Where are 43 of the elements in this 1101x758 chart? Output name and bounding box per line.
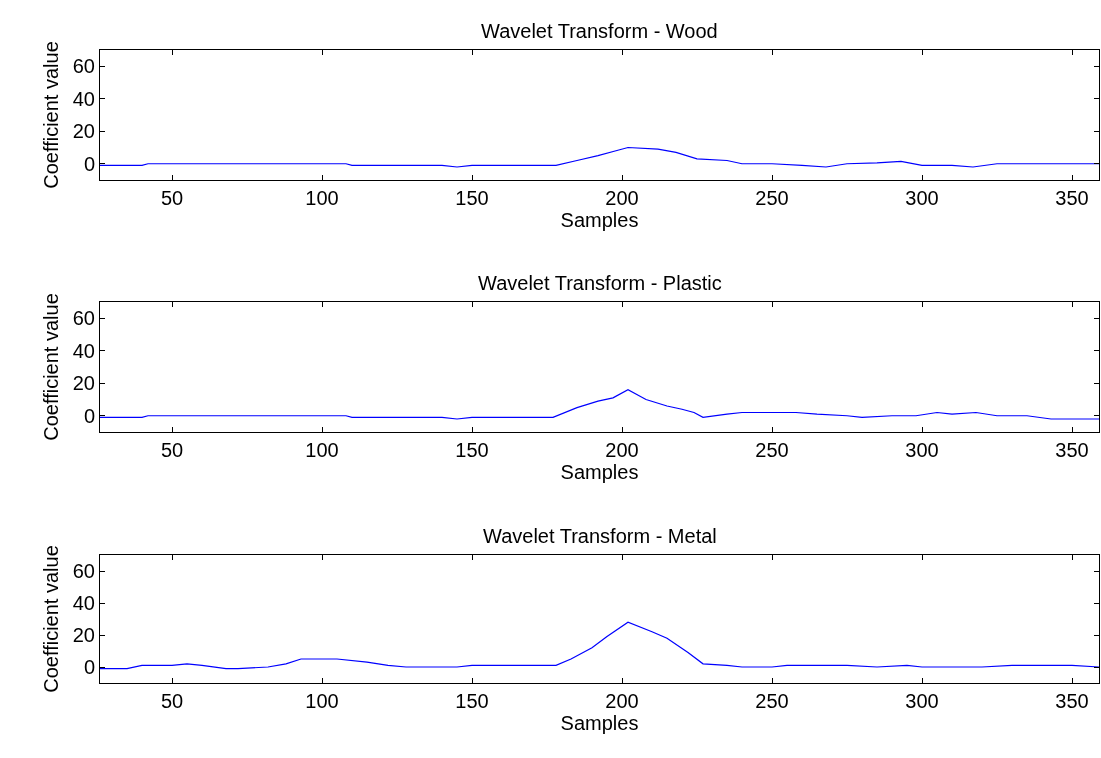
y-tick-label: 40 bbox=[72, 339, 95, 362]
x-tick-label: 250 bbox=[755, 690, 789, 712]
x-tick-label: 350 bbox=[1055, 187, 1089, 209]
x-tick-label: 50 bbox=[160, 187, 184, 209]
y-tick-label: 40 bbox=[72, 87, 95, 110]
x-tick-label: 150 bbox=[455, 187, 489, 209]
x-tick-label: 200 bbox=[605, 439, 639, 461]
x-tick-label: 250 bbox=[755, 187, 789, 209]
x-tick-label: 150 bbox=[455, 690, 489, 712]
y-tick-label: 0 bbox=[83, 656, 95, 678]
x-axis-title: Samples bbox=[560, 712, 639, 734]
x-tick-label: 300 bbox=[905, 187, 939, 209]
y-tick-label: 60 bbox=[72, 307, 95, 330]
x-axis-title: Samples bbox=[560, 461, 639, 483]
x-tick-label: 200 bbox=[605, 187, 639, 209]
x-tick-label: 350 bbox=[1055, 439, 1089, 461]
y-tick-label: 0 bbox=[83, 152, 95, 175]
y-axis-title: Coefficient value bbox=[40, 545, 63, 693]
x-tick-label: 100 bbox=[305, 187, 339, 209]
y-axis-title: Coefficient value bbox=[40, 293, 63, 441]
x-tick-label: 300 bbox=[905, 439, 939, 461]
x-tick-label: 350 bbox=[1055, 690, 1089, 712]
x-tick-label: 50 bbox=[160, 690, 184, 712]
x-tick-label: 100 bbox=[305, 439, 339, 461]
x-axis-title: Samples bbox=[560, 209, 639, 231]
x-tick-label: 150 bbox=[455, 439, 489, 461]
x-tick-label: 100 bbox=[305, 690, 339, 712]
y-tick-label: 60 bbox=[72, 560, 95, 582]
line-series bbox=[100, 389, 1099, 420]
chart-title: Wavelet Transform - Plastic bbox=[478, 272, 722, 294]
y-tick-label: 40 bbox=[72, 592, 95, 614]
chart-title: Wavelet Transform - Metal bbox=[483, 525, 717, 547]
y-tick-label: 60 bbox=[72, 55, 95, 78]
y-axis-title: Coefficient value bbox=[40, 41, 63, 189]
x-tick-label: 200 bbox=[605, 690, 639, 712]
x-tick-label: 50 bbox=[160, 439, 184, 461]
y-tick-label: 0 bbox=[83, 404, 95, 427]
y-tick-label: 20 bbox=[72, 372, 95, 395]
y-tick-label: 20 bbox=[72, 120, 95, 143]
x-tick-label: 250 bbox=[755, 439, 789, 461]
y-tick-label: 20 bbox=[72, 624, 95, 646]
x-tick-label: 300 bbox=[905, 690, 939, 712]
chart-title: Wavelet Transform - Wood bbox=[481, 20, 718, 42]
